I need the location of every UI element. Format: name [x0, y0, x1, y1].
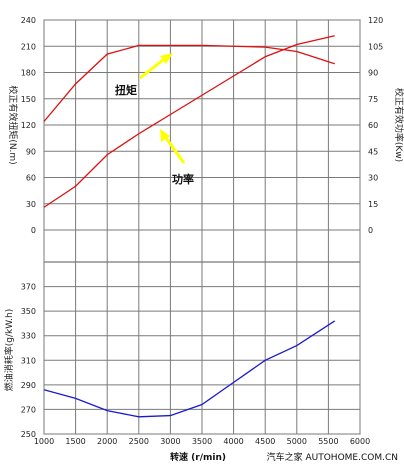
right-y-tick-label: 120 — [368, 16, 383, 25]
data-series — [43, 35, 336, 418]
x-axis-title: 转速 (r/min) — [170, 451, 226, 463]
bottom-y-tick-label: 330 — [21, 332, 36, 341]
right-y-tick-label: 30 — [368, 174, 378, 183]
x-tick-label: 6000 — [350, 437, 370, 446]
right-y-tick-label: 15 — [368, 200, 378, 209]
x-tick-label: 3500 — [192, 437, 212, 446]
left-y-tick-label: 180 — [21, 69, 36, 78]
right-y-tick-label: 105 — [368, 42, 383, 51]
power-arrow-icon — [160, 129, 186, 164]
bottom-y-tick-label: 290 — [21, 381, 36, 390]
bottom-y-tick-label: 370 — [21, 283, 36, 292]
bottom-y-axis-title: 燃油消耗率(g/kW.h) — [3, 309, 15, 391]
tick-labels: 1000 1500 2000 2500 3000 3500 4000 4500 5000 5500… — [21, 16, 384, 446]
left-y-axis-title: 校正有效扭矩(N.m) — [7, 85, 19, 164]
x-tick-label: 1000 — [34, 437, 54, 446]
left-y-tick-label: 90 — [26, 147, 36, 156]
x-tick-label: 1500 — [65, 437, 85, 446]
watermark: 汽车之家 AUTOHOME.COM.CN — [267, 451, 398, 463]
right-y-tick-label: 0 — [368, 226, 373, 235]
x-tick-label: 4000 — [223, 437, 243, 446]
torque-curve — [43, 44, 335, 122]
right-y-tick-label: 75 — [368, 95, 378, 104]
left-y-tick-label: 210 — [21, 42, 36, 51]
left-y-tick-label: 0 — [31, 226, 36, 235]
x-tick-label: 2000 — [97, 437, 117, 446]
x-tick-label: 4500 — [255, 437, 275, 446]
gridlines — [43, 19, 361, 435]
power-curve — [43, 35, 335, 208]
fuel-consumption-curve — [43, 320, 336, 418]
x-tick-label: 3000 — [160, 437, 180, 446]
bottom-y-tick-label: 310 — [21, 356, 36, 365]
right-y-tick-label: 60 — [368, 121, 378, 130]
bottom-y-tick-label: 270 — [21, 405, 36, 414]
left-y-tick-label: 150 — [21, 95, 36, 104]
bottom-y-tick-label: 250 — [21, 430, 36, 439]
power-annotation: 功率 — [172, 172, 194, 186]
right-y-tick-label: 45 — [368, 147, 378, 156]
left-y-tick-label: 120 — [21, 121, 36, 130]
torque-arrow-icon — [139, 53, 173, 80]
right-y-axis-title: 校正有效功率(Kw) — [393, 88, 404, 162]
left-y-tick-label: 240 — [21, 16, 36, 25]
right-y-tick-label: 90 — [368, 69, 378, 78]
bottom-y-tick-label: 350 — [21, 307, 36, 316]
x-tick-label: 2500 — [129, 437, 149, 446]
torque-annotation: 扭矩 — [115, 83, 137, 97]
x-tick-label: 5000 — [287, 437, 307, 446]
x-tick-label: 5500 — [318, 437, 338, 446]
left-y-tick-label: 30 — [26, 200, 36, 209]
left-y-tick-label: 60 — [26, 174, 36, 183]
